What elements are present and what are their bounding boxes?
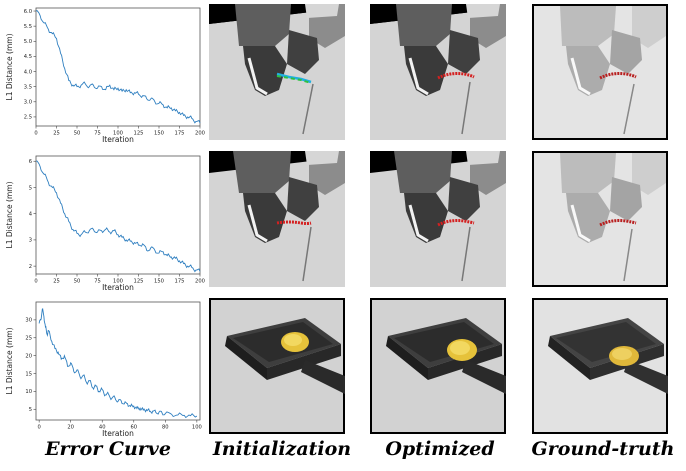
gripper-scene-optimized-1 <box>370 4 506 140</box>
ground-truth-render-row1 <box>532 4 668 140</box>
x-tick-label: 60 <box>130 425 137 431</box>
chart-svg-2: 0 25 50 75 100 125 150 175 200 2 3 4 5 6 Iteration L1 D… <box>5 155 205 292</box>
x-tick-label: 0 <box>34 279 37 285</box>
plot-frame <box>35 301 201 421</box>
y-tick-label: 5 <box>29 407 32 413</box>
y-tick-label: 4.5 <box>24 54 32 60</box>
y-tick-label: 5.5 <box>24 24 32 30</box>
column-label-error-curve: Error Curve <box>45 438 171 460</box>
initialization-render-row1 <box>209 4 345 140</box>
error-curve-line <box>35 160 201 273</box>
y-tick-label: 15 <box>25 371 32 377</box>
x-tick-label: 200 <box>195 131 205 137</box>
x-tick-label: 125 <box>134 131 144 137</box>
x-tick-label: 40 <box>99 425 106 431</box>
x-tick-label: 75 <box>94 279 101 285</box>
x-tick-label: 150 <box>154 279 164 285</box>
x-tick-label: 0 <box>34 131 37 137</box>
pan-scene-initialization <box>209 298 345 434</box>
initialization-render-row2 <box>209 151 345 287</box>
y-tick-label: 5.0 <box>24 39 32 45</box>
chart-svg-1: 0 25 50 75 100 125 150 175 200 2.5 3.0 3.5 4.0 4.5 5.0… <box>5 7 205 144</box>
x-tick-label: 50 <box>74 279 81 285</box>
y-tick-label: 5 <box>29 185 32 191</box>
error-curve-line <box>35 10 201 124</box>
y-axis-label: L1 Distance (mm) <box>5 327 14 394</box>
x-tick-label: 175 <box>175 279 185 285</box>
ground-truth-render-row3 <box>532 298 668 434</box>
optimized-render-row2 <box>370 151 506 287</box>
y-tick-label: 4.0 <box>24 69 32 75</box>
x-tick-label: 200 <box>195 279 205 285</box>
error-curve-chart-1: 0 25 50 75 100 125 150 175 200 2.5 3.0 3.5 4.0 4.5 5.0… <box>0 2 205 146</box>
initialization-render-row3 <box>209 298 345 434</box>
y-tick-label: 25 <box>25 336 32 342</box>
column-label-initialization: Initialization <box>212 438 352 460</box>
y-tick-label: 6 <box>29 159 32 165</box>
x-axis-label: Iteration <box>102 429 134 438</box>
y-tick-label: 20 <box>25 353 32 359</box>
x-tick-label: 50 <box>74 131 81 137</box>
x-tick-label: 100 <box>113 131 123 137</box>
x-tick-label: 100 <box>113 279 123 285</box>
x-tick-label: 75 <box>94 131 101 137</box>
ground-truth-render-row2 <box>532 151 668 287</box>
error-curve-chart-3: 0 20 40 60 80 100 5 10 15 20 25 30 Iteration L1 Dista… <box>0 296 205 440</box>
y-tick-label: 4 <box>29 211 33 217</box>
gripper-scene-initialization-1 <box>209 4 345 140</box>
y-axis-label: L1 Distance (mm) <box>5 181 14 248</box>
y-tick-label: 2.5 <box>24 115 32 121</box>
y-tick-label: 3.0 <box>24 100 32 106</box>
error-curve-chart-2: 0 25 50 75 100 125 150 175 200 2 3 4 5 6 Iteration L1 D… <box>0 150 205 294</box>
plot-frame <box>35 7 201 127</box>
y-tick-label: 6.0 <box>24 9 32 15</box>
x-tick-label: 0 <box>37 425 40 431</box>
x-tick-label: 25 <box>53 131 60 137</box>
gripper-scene-initialization-2 <box>209 151 345 287</box>
optimized-render-row1 <box>370 4 506 140</box>
x-tick-label: 175 <box>175 131 185 137</box>
y-tick-label: 30 <box>25 318 32 324</box>
y-tick-label: 10 <box>25 389 32 395</box>
x-axis-label: Iteration <box>102 135 134 144</box>
gripper-scene-ground-truth-1 <box>532 4 668 140</box>
chart-svg-3: 0 20 40 60 80 100 5 10 15 20 25 30 Iteration L1 Dista… <box>5 301 202 438</box>
x-tick-label: 80 <box>162 425 169 431</box>
y-tick-label: 3.5 <box>24 84 32 90</box>
x-tick-label: 25 <box>53 279 60 285</box>
pan-scene-ground-truth <box>532 298 668 434</box>
plot-frame <box>35 155 201 275</box>
y-tick-label: 3 <box>29 238 32 244</box>
x-tick-label: 125 <box>134 279 144 285</box>
x-tick-label: 20 <box>67 425 74 431</box>
pan-scene-optimized <box>370 298 506 434</box>
column-label-ground-truth: Ground-truth <box>531 438 675 460</box>
error-curve-line <box>38 308 198 419</box>
column-label-optimized: Optimized <box>385 438 495 460</box>
x-axis-label: Iteration <box>102 283 134 292</box>
x-tick-label: 150 <box>154 131 164 137</box>
y-tick-label: 2 <box>29 264 32 270</box>
gripper-scene-ground-truth-2 <box>532 151 668 287</box>
gripper-scene-optimized-2 <box>370 151 506 287</box>
y-axis-label: L1 Distance (mm) <box>5 33 14 100</box>
x-tick-label: 100 <box>192 425 202 431</box>
optimized-render-row3 <box>370 298 506 434</box>
